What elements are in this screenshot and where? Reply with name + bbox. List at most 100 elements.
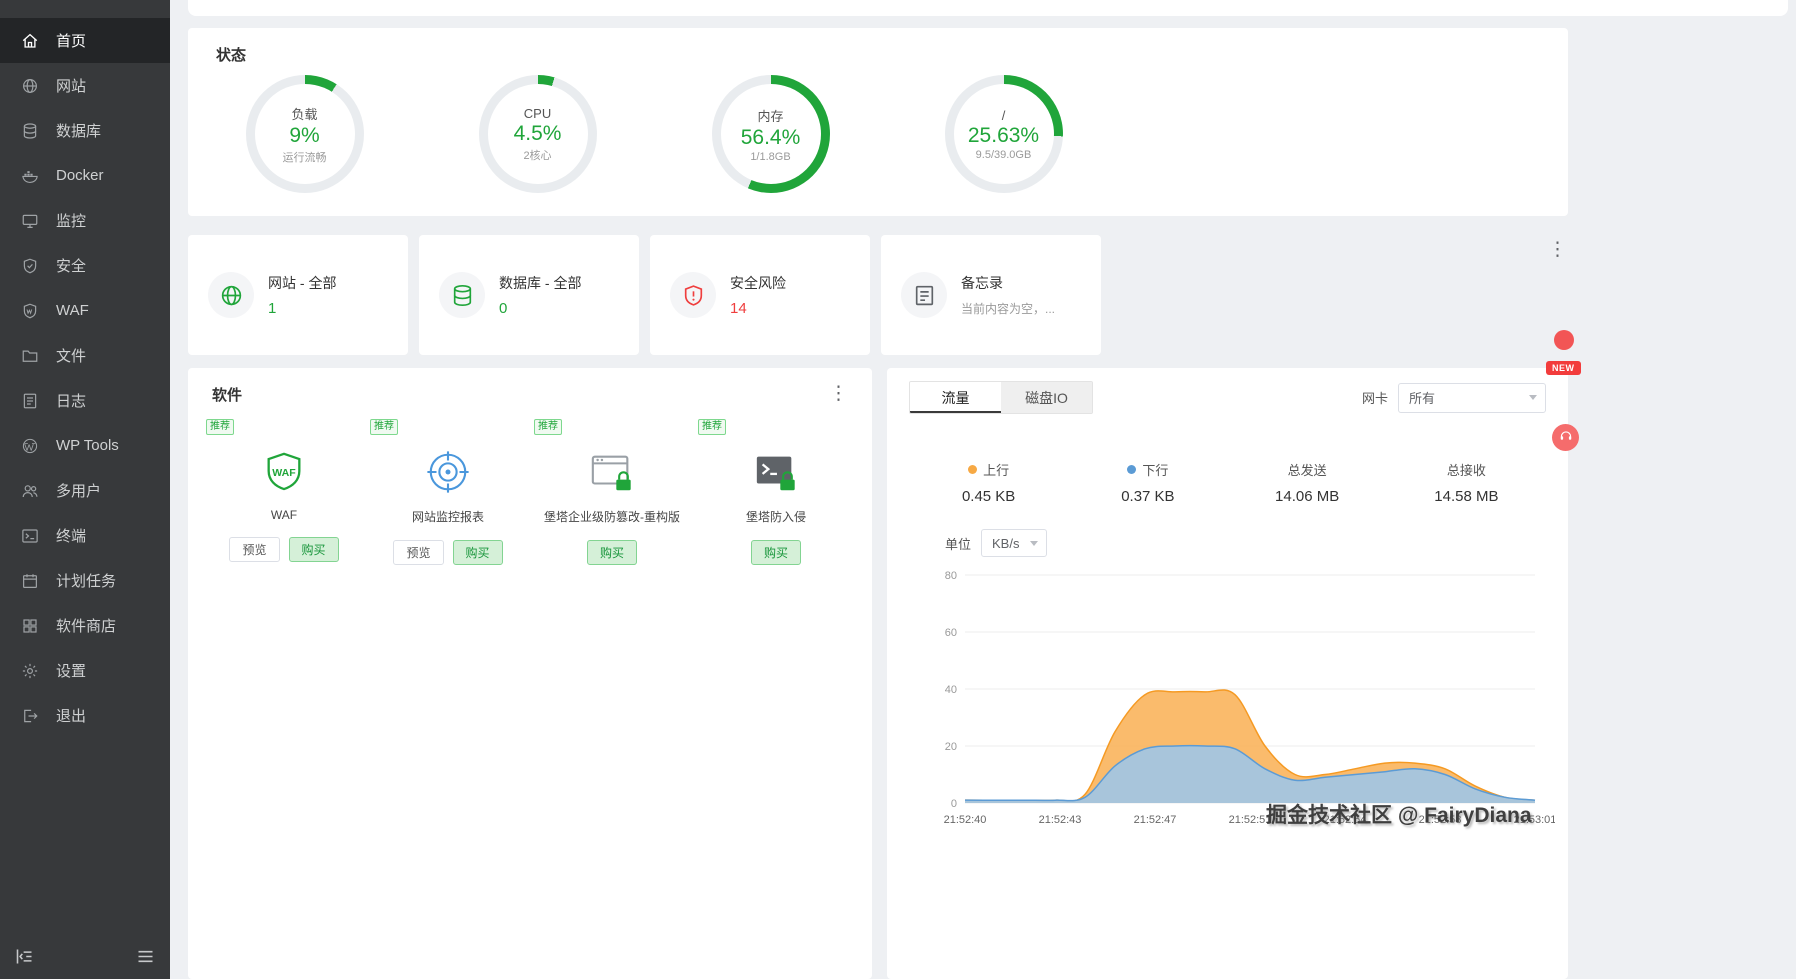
log-file-icon	[21, 392, 39, 410]
software-item-intrusion-defense: 推荐 堡塔防入侵 购买	[694, 417, 858, 565]
gauge-ring: / 25.63% 9.5/39.0GB	[944, 75, 1063, 193]
waf-preview-button[interactable]: 预览	[229, 537, 280, 562]
logout-icon	[21, 707, 39, 725]
svg-text:40: 40	[945, 684, 957, 696]
summary-title: 备忘录	[961, 275, 1003, 291]
sidebar-item-home[interactable]: 首页	[0, 18, 170, 63]
summary-card-databases[interactable]: 数据库 - 全部 0	[419, 235, 639, 355]
summary-card-sites[interactable]: 网站 - 全部 1	[188, 235, 408, 355]
gear-icon	[21, 662, 39, 680]
sidebar-item-logs[interactable]: 日志	[0, 378, 170, 423]
gauge-memory: 内存 56.4% 1/1.8GB	[654, 75, 887, 193]
calendar-icon	[21, 572, 39, 590]
sidebar-item-wp-tools[interactable]: WP Tools	[0, 423, 170, 468]
docker-icon	[21, 167, 39, 185]
svg-text:21:52:40: 21:52:40	[944, 814, 987, 826]
summary-value: 14	[730, 300, 747, 317]
sidebar-item-app-store[interactable]: 软件商店	[0, 603, 170, 648]
sidebar-item-multi-user[interactable]: 多用户	[0, 468, 170, 513]
terminal-icon	[21, 527, 39, 545]
store-grid-icon	[21, 617, 39, 635]
sidebar-item-label: 计划任务	[56, 573, 117, 590]
sidebar-item-settings[interactable]: 设置	[0, 648, 170, 693]
sidebar-item-website[interactable]: 网站	[0, 63, 170, 108]
legend-label: 总发送	[1287, 463, 1327, 478]
gauge-ring: CPU 4.5% 2核心	[478, 75, 597, 193]
waf-buy-button[interactable]: 购买	[288, 537, 339, 562]
waf-shield-icon	[21, 302, 39, 320]
site-monitor-report-preview-button[interactable]: 预览	[393, 540, 444, 565]
gauge-cpu: CPU 4.5% 2核心	[421, 75, 654, 193]
sidebar-item-label: WAF	[56, 302, 89, 319]
traffic-chart: 0 20 40 60 80 21:52:40 21:52:43 21:52:47 21:52:5…	[915, 563, 1557, 844]
sidebar-item-files[interactable]: 文件	[0, 333, 170, 378]
intrusion-defense-buy-button[interactable]: 购买	[750, 540, 801, 565]
traffic-card: 流量 磁盘IO 网卡 所有 上行 0.45 KB 下行 0.37 KB	[887, 368, 1568, 979]
svg-text:0: 0	[951, 798, 957, 810]
site-monitor-report-buy-button[interactable]: 购买	[452, 540, 503, 565]
tab-disk-io[interactable]: 磁盘IO	[1001, 382, 1092, 413]
shield-check-icon	[21, 257, 39, 275]
svg-text:21:52:43: 21:52:43	[1039, 814, 1082, 826]
sidebar-item-logout[interactable]: 退出	[0, 693, 170, 738]
summary-row-menu-icon[interactable]: ⋮	[1548, 239, 1567, 260]
software-item-name: WAF	[270, 508, 298, 522]
terminal-lock-icon	[753, 445, 799, 499]
legend-label: 上行	[983, 463, 1010, 478]
support-float-button[interactable]	[1552, 424, 1579, 451]
tamper-proof-buy-button[interactable]: 购买	[586, 540, 637, 565]
sidebar-item-label: 多用户	[56, 483, 102, 500]
collapse-sidebar-icon[interactable]	[14, 946, 35, 967]
sidebar-item-label: 网站	[56, 78, 87, 95]
sidebar-item-docker[interactable]: Docker	[0, 153, 170, 198]
summary-card-memo[interactable]: 备忘录 当前内容为空，...	[881, 235, 1101, 355]
gauge-ring: 内存 56.4% 1/1.8GB	[711, 75, 830, 193]
software-item-name: 网站监控报表	[411, 510, 484, 524]
sidebar-item-terminal[interactable]: 终端	[0, 513, 170, 558]
legend-value: 14.58 MB	[1434, 488, 1499, 505]
sidebar-item-label: 安全	[56, 258, 87, 275]
software-menu-icon[interactable]: ⋮	[829, 383, 848, 404]
top-panel-edge	[188, 0, 1788, 16]
unit-select[interactable]: KB/s	[981, 529, 1048, 557]
sidebar-item-label: WP Tools	[56, 437, 119, 454]
svg-text:80: 80	[945, 570, 957, 582]
legend-total-received: 总接收 14.58 MB	[1387, 460, 1546, 505]
database-icon	[21, 122, 39, 140]
sidebar-nav: 首页 网站 数据库 Docker 监控 安全 WAF 文件 日志 WP Tool…	[0, 18, 170, 738]
chevron-down-icon	[1030, 540, 1039, 546]
summary-value: 1	[268, 300, 277, 317]
wordpress-icon	[21, 437, 39, 455]
sidebar-item-database[interactable]: 数据库	[0, 108, 170, 153]
sidebar-item-label: 文件	[56, 348, 87, 365]
tab-traffic[interactable]: 流量	[910, 382, 1001, 413]
sidebar-item-waf[interactable]: WAF	[0, 288, 170, 333]
legend-label: 总接收	[1446, 463, 1486, 478]
sidebar-item-cron[interactable]: 计划任务	[0, 558, 170, 603]
sidebar-item-label: 设置	[56, 663, 87, 680]
svg-text:21:52:47: 21:52:47	[1134, 814, 1177, 826]
promo-float-icon[interactable]	[1554, 330, 1574, 350]
new-badge[interactable]: NEW	[1546, 361, 1581, 375]
sidebar-item-monitor[interactable]: 监控	[0, 198, 170, 243]
software-list: 推荐 WAF WAF 预览 购买 推荐 网站监控报表 预览 购买 推荐 堡塔企业级防…	[202, 417, 858, 565]
traffic-tabs: 流量 磁盘IO	[909, 381, 1093, 414]
menu-list-icon[interactable]	[135, 946, 156, 967]
globe-icon	[21, 77, 39, 95]
memo-icon	[901, 272, 947, 318]
gauge-sub: 9.5/39.0GB	[975, 148, 1032, 161]
status-card: 状态 负载 9% 运行流畅 CPU 4.5% 2核心 内存 56.4% 1/1.…	[188, 28, 1568, 216]
sidebar-item-security[interactable]: 安全	[0, 243, 170, 288]
globe-icon	[208, 272, 254, 318]
summary-title: 安全风险	[730, 275, 786, 291]
summary-card-security-risk[interactable]: 安全风险 14	[650, 235, 870, 355]
sidebar-item-label: 首页	[56, 33, 87, 50]
chevron-down-icon	[1529, 395, 1537, 400]
svg-text:21:52:51: 21:52:51	[1229, 814, 1272, 826]
network-select[interactable]: 所有	[1398, 382, 1546, 413]
svg-text:WAF: WAF	[272, 467, 296, 479]
gauge-sub: 2核心	[523, 149, 552, 162]
gauge-disk-root: / 25.63% 9.5/39.0GB	[887, 75, 1120, 193]
gauge-sub: 运行流畅	[282, 151, 327, 164]
